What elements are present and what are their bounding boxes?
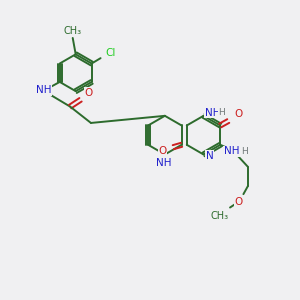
Text: CH₃: CH₃ bbox=[64, 26, 82, 36]
Text: CH₃: CH₃ bbox=[211, 212, 229, 221]
Text: NH: NH bbox=[205, 108, 220, 118]
Text: H: H bbox=[219, 108, 225, 117]
Text: NH: NH bbox=[36, 85, 51, 95]
Text: H: H bbox=[241, 147, 248, 156]
Text: O: O bbox=[85, 88, 93, 98]
Text: O: O bbox=[235, 109, 243, 118]
Text: O: O bbox=[235, 196, 243, 207]
Text: NH: NH bbox=[224, 146, 239, 156]
Text: O: O bbox=[158, 146, 166, 156]
Text: N: N bbox=[206, 151, 213, 161]
Text: NH: NH bbox=[156, 158, 171, 168]
Text: Cl: Cl bbox=[105, 48, 116, 58]
